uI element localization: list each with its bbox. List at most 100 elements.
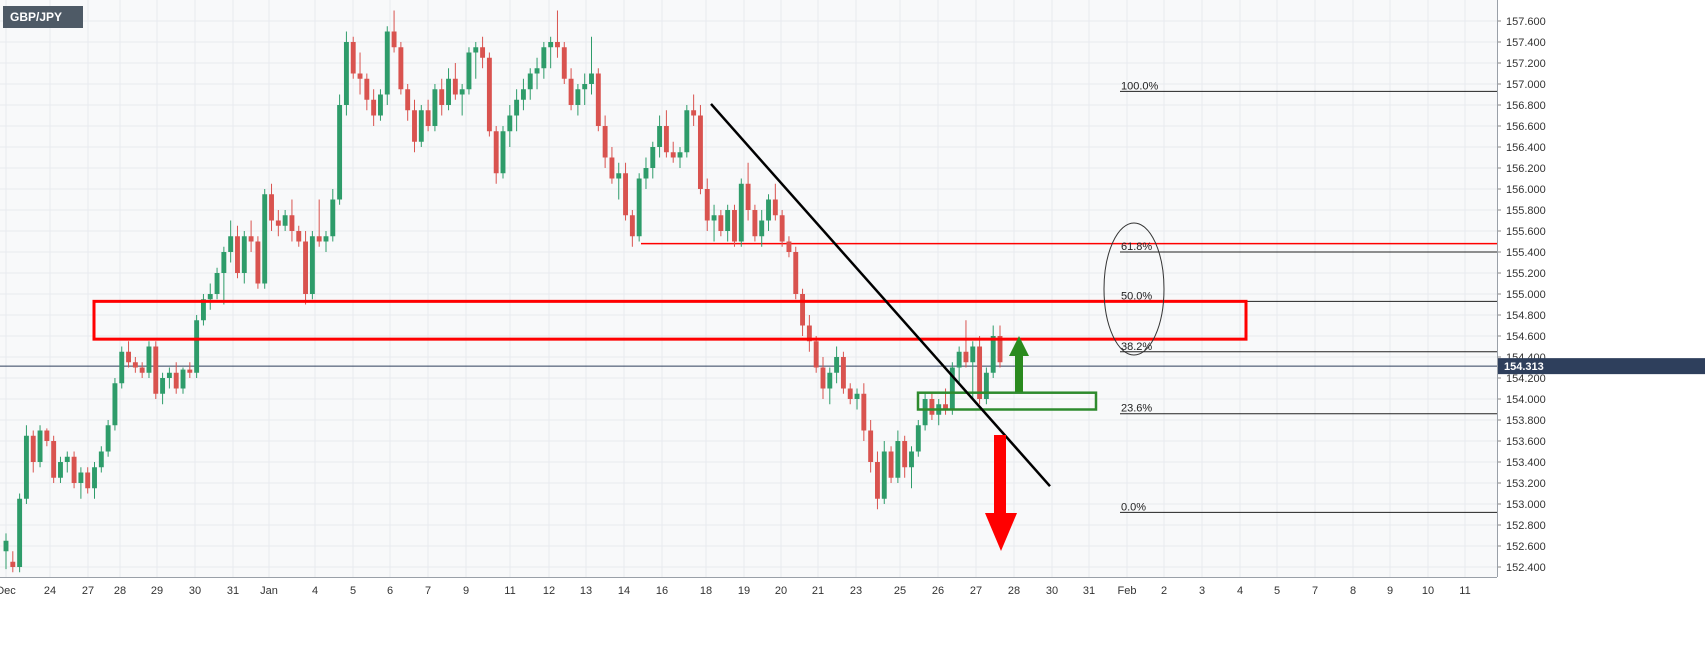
candle-body [473,47,479,53]
x-tick-label: 5 [1274,585,1280,597]
candle-body [983,372,989,399]
candle-body [949,367,955,410]
x-tick-label: 13 [580,585,592,597]
candle-body [745,183,751,210]
candle-body [602,126,608,158]
down-arrow-head [985,513,1017,551]
candle-body [922,399,928,426]
candle-body [840,357,846,389]
candle-body [323,236,329,242]
candle-body [17,498,23,567]
candle-body [493,131,499,174]
candle-body [629,215,635,237]
fib-ellipse [1103,222,1165,356]
y-tick-label: 153.600 [1506,436,1546,448]
x-tick-label: 4 [312,585,318,597]
x-tick-label: 11 [1459,585,1470,597]
current-price-label: 154.313 [1504,361,1544,373]
candle-body [759,220,765,237]
x-tick-label: 11 [504,585,515,597]
x-tick-label: 19 [738,585,750,597]
candle-body [51,441,57,478]
candle-body [806,325,812,342]
candle-body [813,341,819,368]
symbol-label: GBP/JPY [3,6,83,28]
x-tick-label: 20 [775,585,787,597]
y-tick-label: 155.400 [1506,247,1546,259]
y-tick-label: 157.400 [1506,37,1546,49]
support-zone [916,391,1098,411]
candle-body [85,472,91,489]
zones [92,299,1248,411]
y-tick-label: 156.400 [1506,142,1546,154]
candle-body [425,110,431,126]
candle-body [895,441,901,478]
down-arrow-shaft [994,435,1006,514]
candle-body [194,320,200,373]
candle-body [684,110,690,153]
candle-body [711,215,717,221]
x-tick-label: Jan [260,585,278,597]
candle-body [677,152,683,158]
candle-body [269,194,274,221]
axes: Dec 24 27 28 29 30 31 Jan 4 5 6 7 9 11 12 13 14 16 18 19 20 2… [0,0,1705,597]
x-tick-label: 24 [44,585,56,597]
x-tick-label: 7 [1312,585,1318,597]
candle-body [888,451,894,478]
candle-body [943,404,948,410]
fib-level-label: 23.6% [1121,403,1152,415]
candle-body [507,115,513,132]
candle-body [902,441,908,468]
x-tick-label: 29 [151,585,163,597]
y-tick-label: 154.200 [1506,373,1546,385]
x-tick-label: 31 [1083,585,1095,597]
candle-body [255,241,261,284]
candle-body [132,362,138,368]
y-tick-label: 157.200 [1506,58,1546,70]
candle-body [105,425,111,452]
candle-body [398,47,404,90]
x-tick-label: 9 [1387,585,1393,597]
candle-body [834,357,840,373]
y-tick-label: 152.800 [1506,520,1546,532]
y-tick-label: 153.800 [1506,415,1546,427]
fib-level-label: 0.0% [1121,501,1146,513]
x-tick-label: Dec [0,585,16,597]
candle-body [126,351,131,363]
candle-body [316,236,322,242]
candle-body [23,435,29,499]
candle-body [704,189,710,221]
candle-body [514,99,520,116]
x-tick-label: 16 [656,585,668,597]
candle-body [881,451,887,499]
candle-body [650,147,656,168]
y-tick-label: 152.400 [1506,562,1546,574]
candle-body [691,110,697,116]
candle-body [752,210,758,237]
candle-body [909,451,914,468]
candle-body [990,336,996,373]
candle-body [262,194,268,284]
candle-body [589,73,594,84]
candle-body [670,152,676,158]
candle-body [200,299,206,321]
candle-body [282,215,288,226]
candle-body [241,236,247,273]
candle-body [187,369,193,373]
candle-body [520,89,526,100]
candle-body [371,99,377,116]
fib-level-label: 38.2% [1121,341,1152,353]
y-tick-label: 156.000 [1506,184,1546,196]
y-tick-label: 154.000 [1506,394,1546,406]
candle-body [71,456,77,483]
candle-body [166,372,172,378]
candle-body [357,73,363,79]
y-tick-label: 153.000 [1506,499,1546,511]
candle-body [10,561,16,567]
candle-body [500,131,506,174]
candle-body [214,273,220,294]
x-tick-label: 10 [1422,585,1434,597]
x-tick-label: 28 [114,585,126,597]
candle-body [534,68,540,74]
